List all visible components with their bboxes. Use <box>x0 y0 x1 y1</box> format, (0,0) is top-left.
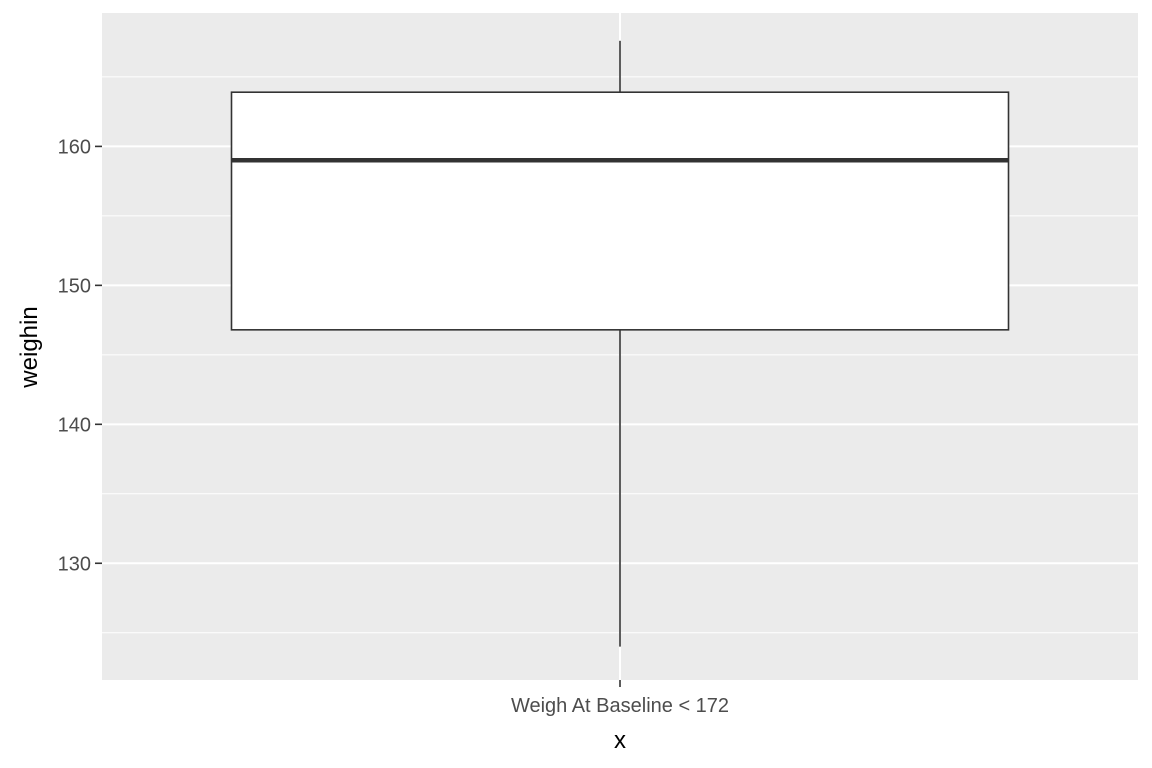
y-tick-label: 160 <box>58 136 91 158</box>
boxplot-layer <box>230 40 1010 647</box>
y-tick-label: 130 <box>58 553 91 575</box>
x-axis-title: x <box>614 727 626 754</box>
x-tick-label: Weigh At Baseline < 172 <box>511 695 729 717</box>
x-axis: Weigh At Baseline < 172 <box>511 680 729 717</box>
y-tick-label: 150 <box>58 275 91 297</box>
box-iqr <box>230 91 1010 331</box>
y-axis-title: weighin <box>16 306 43 388</box>
y-tick-label: 140 <box>58 414 91 436</box>
y-axis: 130 140 150 160 <box>58 136 102 575</box>
